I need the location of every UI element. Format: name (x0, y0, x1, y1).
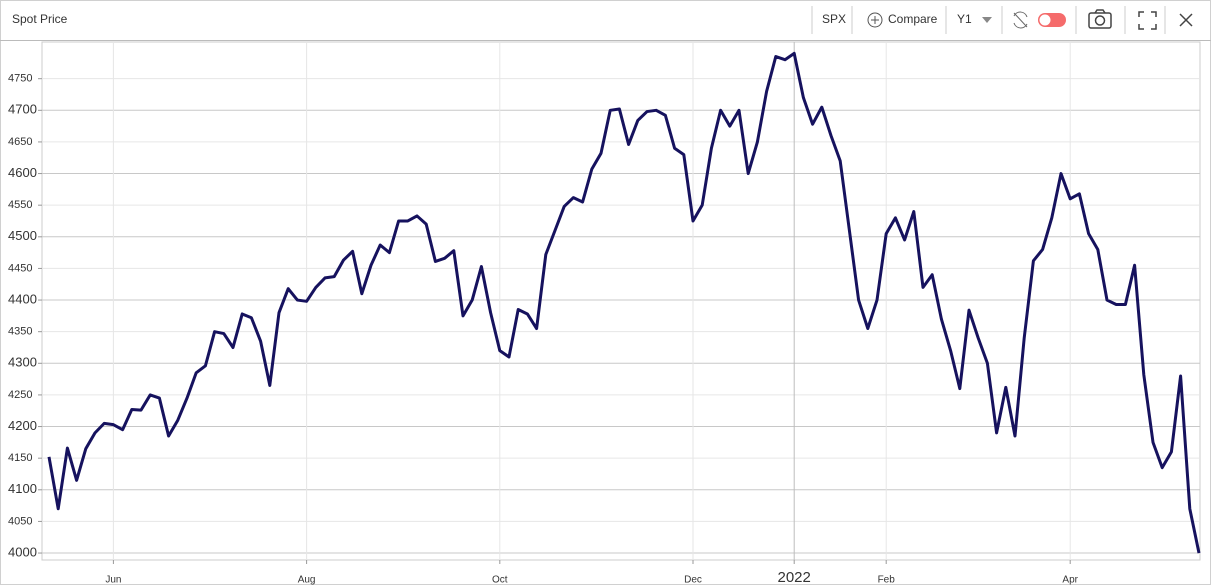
x-tick-label: 2022 (778, 569, 811, 585)
range-caret[interactable] (982, 17, 992, 23)
range-select[interactable]: Y1 (957, 12, 972, 26)
x-tick-label: Oct (492, 575, 508, 585)
y-tick-label: 4350 (8, 326, 32, 338)
compare-button[interactable]: Compare (888, 12, 938, 26)
y-tick-label: 4300 (8, 355, 37, 370)
symbol-button[interactable]: SPX (822, 12, 846, 26)
price-line (47, 51, 1201, 554)
toolbar-separators (811, 6, 1166, 34)
y-tick-label: 4750 (8, 73, 32, 85)
panel-title: Spot Price (12, 12, 68, 26)
y-tick-label: 4100 (8, 481, 37, 496)
toggle-switch[interactable] (1038, 13, 1066, 27)
y-tick-label: 4550 (8, 199, 32, 211)
x-tick-label: Apr (1062, 575, 1078, 585)
x-tick-label: Feb (878, 575, 896, 585)
y-tick-label: 4500 (8, 228, 37, 243)
compare-icon[interactable] (867, 12, 883, 28)
y-tick-label: 4600 (8, 165, 37, 180)
y-tick-label: 4400 (8, 291, 37, 306)
x-tick-label: Aug (298, 575, 316, 585)
y-tick-label: 4450 (8, 262, 32, 274)
y-tick-label: 4200 (8, 418, 37, 433)
sync-icon[interactable] (1013, 11, 1028, 29)
y-tick-label: 4150 (8, 452, 32, 464)
fullscreen-icon[interactable] (1138, 11, 1157, 30)
camera-icon[interactable] (1088, 9, 1112, 29)
close-icon[interactable] (1179, 13, 1193, 27)
plot-area (41, 41, 1201, 561)
y-tick-label: 4650 (8, 136, 32, 148)
x-tick-label: Dec (684, 575, 702, 585)
y-tick-label: 4050 (8, 515, 32, 527)
y-tick-label: 4700 (8, 102, 37, 117)
y-tick-label: 4000 (8, 544, 37, 559)
y-tick-label: 4250 (8, 389, 32, 401)
x-tick-label: Jun (105, 575, 121, 585)
